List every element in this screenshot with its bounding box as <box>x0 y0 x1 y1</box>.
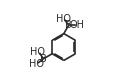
Text: OH: OH <box>70 20 85 30</box>
Text: HO: HO <box>30 47 45 57</box>
Text: HO: HO <box>56 14 71 24</box>
Text: HO: HO <box>29 59 44 69</box>
Text: B: B <box>65 20 72 30</box>
Text: B: B <box>40 54 47 64</box>
